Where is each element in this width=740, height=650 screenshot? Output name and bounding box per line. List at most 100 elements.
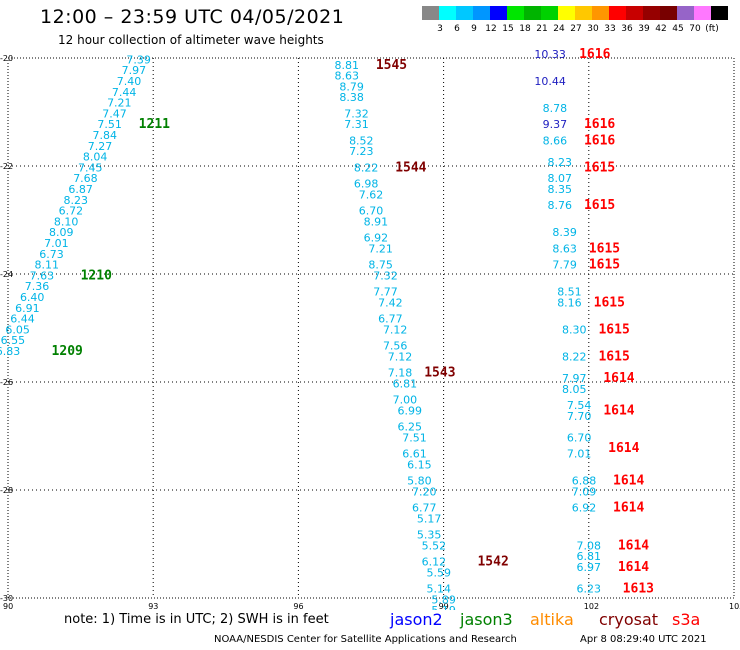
wave-height-label: 8.78: [543, 102, 568, 115]
lon-tick-label: 99: [439, 602, 449, 610]
color-swatch: [422, 6, 439, 20]
color-scale-tick: 70: [689, 24, 701, 34]
pass-number-label: 1545: [376, 58, 407, 73]
wave-height-label: 6.44: [10, 313, 35, 326]
wave-height-label: 8.07: [548, 172, 573, 185]
pass-number-label: 1210: [81, 268, 112, 283]
wave-height-label: 8.22: [354, 161, 379, 174]
color-scale-tick: 30: [587, 24, 599, 34]
color-scale-tick: 24: [553, 24, 565, 34]
wave-height-label: 8.30: [562, 323, 587, 336]
wave-height-label: 7.97: [122, 64, 147, 77]
pass-number-label: 1615: [584, 160, 615, 175]
wave-height-label: 7.27: [88, 140, 113, 153]
pass-number-label: 1615: [598, 322, 629, 337]
pass-number-label: 1615: [589, 258, 620, 273]
wave-height-label: 7.62: [359, 188, 384, 201]
wave-height-label: 7.01: [44, 237, 69, 250]
wave-height-label: 7.56: [383, 340, 408, 353]
pass-number-label: 1614: [608, 441, 639, 456]
lat-tick-label: -22: [0, 162, 13, 171]
wave-height-label: 10.44: [534, 75, 566, 88]
page-subtitle: 12 hour collection of altimeter wave hei…: [58, 33, 324, 47]
wave-height-label: 5.52: [422, 539, 447, 552]
altimeter-map: 90939699102105-20-22-24-26-28-307.397.97…: [0, 47, 740, 610]
wave-height-label: 7.54: [567, 399, 592, 412]
wave-height-label: 8.39: [552, 226, 577, 239]
wave-height-label: 7.12: [383, 323, 408, 336]
lon-tick-label: 105: [729, 602, 740, 610]
wave-height-label: 8.10: [54, 215, 79, 228]
wave-height-label: 8.79: [339, 80, 364, 93]
color-scale-tick: 18: [519, 24, 531, 34]
wave-height-label: 7.08: [577, 539, 602, 552]
color-swatch: [456, 6, 473, 20]
pass-number-label: 1614: [618, 538, 649, 553]
wave-height-label: 7.44: [112, 86, 137, 99]
wave-height-label: 6.23: [577, 583, 602, 596]
color-swatch: [575, 6, 592, 20]
color-scale-tick: 6: [454, 24, 460, 34]
pass-number-label: 1616: [579, 47, 610, 62]
wave-height-label: 7.70: [567, 410, 592, 423]
wave-height-label: 6.91: [15, 302, 40, 315]
wave-height-label: 6.55: [1, 334, 26, 347]
pass-number-label: 1613: [623, 582, 654, 597]
legend-altika: altika: [530, 610, 574, 629]
color-scale-tick: 3: [437, 24, 443, 34]
wave-height-label: 8.09: [49, 226, 74, 239]
color-scale-tick: 39: [638, 24, 650, 34]
wave-height-label: 8.81: [335, 59, 360, 72]
wave-height-label: 6.72: [59, 205, 84, 218]
wave-height-label: 7.63: [30, 269, 55, 282]
color-swatch: [439, 6, 456, 20]
wave-height-label: 7.77: [373, 286, 398, 299]
wave-height-label: 8.63: [335, 70, 360, 83]
lat-tick-label: -26: [0, 378, 13, 387]
color-swatch: [660, 6, 677, 20]
wave-height-label: 8.66: [543, 134, 568, 147]
pass-number-label: 1614: [603, 403, 634, 418]
wave-height-label: 8.16: [557, 296, 582, 309]
pass-number-label: 1614: [613, 501, 644, 516]
wave-height-label: 6.98: [354, 178, 379, 191]
wave-height-label: 7.23: [349, 145, 374, 158]
legend-s3a: s3a: [672, 610, 701, 629]
wave-height-label: 5.80: [407, 475, 432, 488]
map-frame: [7, 57, 735, 599]
wave-height-label: 6.05: [5, 323, 30, 336]
color-scale-tick: 9: [471, 24, 477, 34]
wave-height-label: 6.88: [572, 475, 597, 488]
wave-height-label: 6.70: [567, 431, 592, 444]
color-scale-tick: 36: [621, 24, 633, 34]
pass-number-label: 1614: [603, 371, 634, 386]
pass-number-label: 1615: [594, 295, 625, 310]
wave-height-label: 5.89: [431, 593, 456, 606]
lon-tick-label: 90: [3, 602, 13, 610]
pass-number-label: 1542: [477, 555, 508, 570]
pass-number-label: 1614: [618, 560, 649, 575]
wave-height-label: 7.51: [402, 431, 427, 444]
legend-cryosat: cryosat: [599, 610, 659, 629]
color-swatch: [592, 6, 609, 20]
legend-jason2: jason2: [390, 610, 443, 629]
color-swatch: [490, 6, 507, 20]
wave-height-label: 6.40: [20, 291, 45, 304]
wave-height-label: 8.91: [364, 215, 389, 228]
lat-tick-label: -28: [0, 486, 13, 495]
lat-tick-label: -24: [0, 270, 13, 279]
pass-number-label: 1544: [395, 160, 426, 175]
wave-height-label: 5.35: [417, 529, 442, 542]
color-swatch: [694, 6, 711, 20]
wave-height-label: 7.21: [368, 242, 393, 255]
color-scale-tick: 15: [502, 24, 514, 34]
wave-height-label: 6.81: [393, 377, 418, 390]
wave-height-label: 6.15: [407, 458, 432, 471]
color-swatch: [507, 6, 524, 20]
wave-height-label: 7.21: [107, 97, 132, 110]
wave-height-label: 6.97: [577, 561, 602, 574]
wave-height-label: 10.33: [534, 48, 566, 61]
wave-height-label: 7.18: [388, 367, 413, 380]
wave-height-label: 7.12: [388, 350, 413, 363]
wave-height-label: 7.32: [344, 107, 369, 120]
